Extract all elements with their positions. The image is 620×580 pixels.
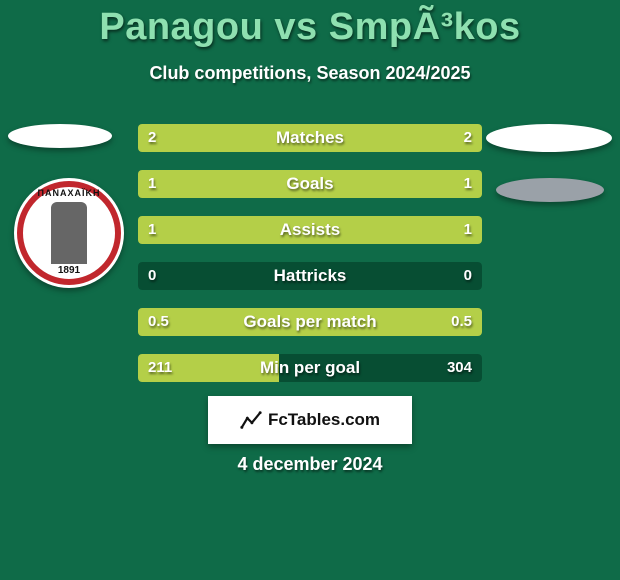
- stat-label: Hattricks: [138, 262, 482, 290]
- vs-text: vs: [274, 6, 317, 48]
- club-badge-top-text: ΠΑΝΑΧΑΪΚΗ: [38, 188, 101, 198]
- decorative-oval-mid-right: [496, 178, 604, 202]
- chart-icon: [240, 409, 262, 431]
- stat-row: 0.50.5Goals per match: [138, 308, 482, 336]
- source-text: FcTables.com: [268, 410, 380, 430]
- footer-date: 4 december 2024: [0, 454, 620, 475]
- decorative-oval-top-right: [486, 124, 612, 152]
- page-title: Panagou vs SmpÃ³kos: [0, 0, 620, 49]
- stat-label: Goals per match: [138, 308, 482, 336]
- stat-row: 11Goals: [138, 170, 482, 198]
- club-badge: ΠΑΝΑΧΑΪΚΗ 1891: [14, 178, 124, 288]
- comparison-infographic: Panagou vs SmpÃ³kos Club competitions, S…: [0, 0, 620, 580]
- club-badge-year: 1891: [58, 265, 80, 276]
- stat-row: 00Hattricks: [138, 262, 482, 290]
- source-badge: FcTables.com: [208, 396, 412, 444]
- stat-label: Min per goal: [138, 354, 482, 382]
- stat-label: Matches: [138, 124, 482, 152]
- subtitle: Club competitions, Season 2024/2025: [0, 63, 620, 84]
- player-right-name: SmpÃ³kos: [329, 6, 521, 48]
- stat-label: Assists: [138, 216, 482, 244]
- decorative-oval-top-left: [8, 124, 112, 148]
- stats-rows: 22Matches 11Goals 11Assists 00Hattricks 0.50…: [138, 124, 482, 400]
- stat-row: 11Assists: [138, 216, 482, 244]
- stat-row: 211304Min per goal: [138, 354, 482, 382]
- stat-label: Goals: [138, 170, 482, 198]
- stat-row: 22Matches: [138, 124, 482, 152]
- player-left-name: Panagou: [99, 6, 263, 48]
